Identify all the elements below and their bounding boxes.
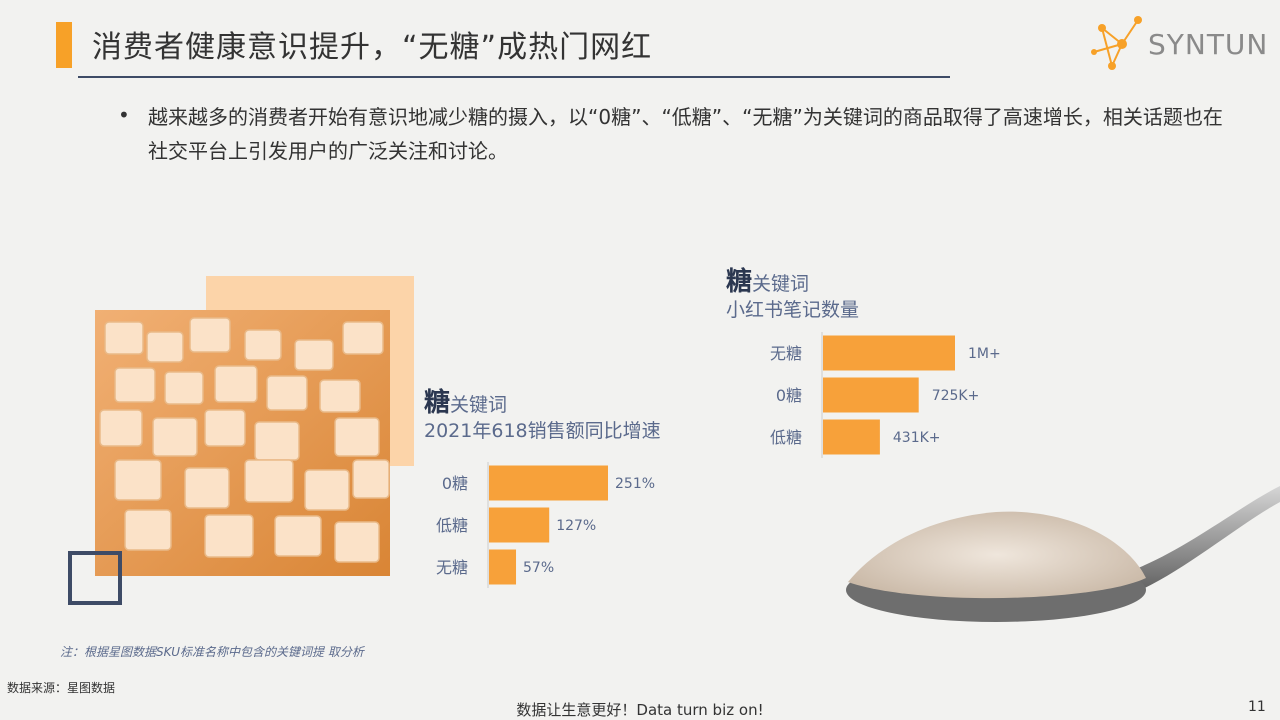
bar — [489, 549, 517, 585]
title-accent-bar — [56, 22, 72, 68]
sugar-cubes-image — [95, 310, 390, 576]
value-label: 725K+ — [932, 388, 980, 404]
category-label: 0糖 — [442, 474, 468, 493]
right-chart-subtitle: 小红书笔记数量 — [726, 299, 860, 321]
sales-growth-bar-chart: 0糖 251% 低糖 127% 无糖 57% — [436, 462, 655, 588]
bar — [823, 335, 955, 371]
photo-frame-accent — [68, 551, 122, 605]
right-chart-heading: 糖关键词 小红书笔记数量 — [726, 269, 859, 323]
value-label: 57% — [523, 560, 554, 576]
footnote: 注：根据星图数据SKU标准名称中包含的关键词提 取分析 — [60, 645, 364, 659]
bar — [823, 419, 880, 455]
value-label: 127% — [556, 518, 596, 534]
left-chart-heading: 糖关键词 2021年618销售额同比增速 — [424, 390, 661, 444]
footer-slogan: 数据让生意更好！Data turn biz on! — [516, 701, 764, 719]
category-label: 无糖 — [770, 344, 802, 363]
data-source: 数据来源：星图数据 — [7, 681, 116, 695]
logo-text: SYNTUN — [1148, 28, 1269, 61]
page-number: 11 — [1248, 699, 1266, 715]
sugar-spoon-image — [846, 486, 1280, 622]
right-chart-keyword-big: 糖 — [726, 267, 753, 297]
left-chart-subtitle: 2021年618销售额同比增速 — [424, 420, 661, 442]
bar — [489, 465, 608, 501]
syntun-logo-icon — [1091, 16, 1142, 70]
value-label: 251% — [615, 476, 655, 492]
category-label: 低糖 — [436, 516, 468, 535]
category-label: 无糖 — [436, 558, 468, 577]
xiaohongshu-notes-bar-chart: 无糖 1M+ 0糖 725K+ 低糖 431K+ — [770, 332, 1001, 458]
bullet-marker: • — [118, 103, 130, 127]
value-label: 1M+ — [968, 346, 1001, 362]
left-chart-keyword-big: 糖 — [424, 388, 451, 418]
bullet-text: 越来越多的消费者开始有意识地减少糖的摄入，以“0糖”、“低糖”、“无糖”为关键词… — [148, 105, 1223, 163]
value-label: 431K+ — [893, 430, 941, 446]
title-divider — [78, 76, 950, 78]
bar — [489, 507, 550, 543]
left-chart-keyword-small: 关键词 — [450, 394, 508, 416]
bar — [823, 377, 919, 413]
page-title: 消费者健康意识提升，“无糖”成热门网红 — [92, 30, 653, 65]
category-label: 0糖 — [776, 386, 802, 405]
category-label: 低糖 — [770, 428, 802, 447]
right-chart-keyword-small: 关键词 — [752, 273, 810, 295]
